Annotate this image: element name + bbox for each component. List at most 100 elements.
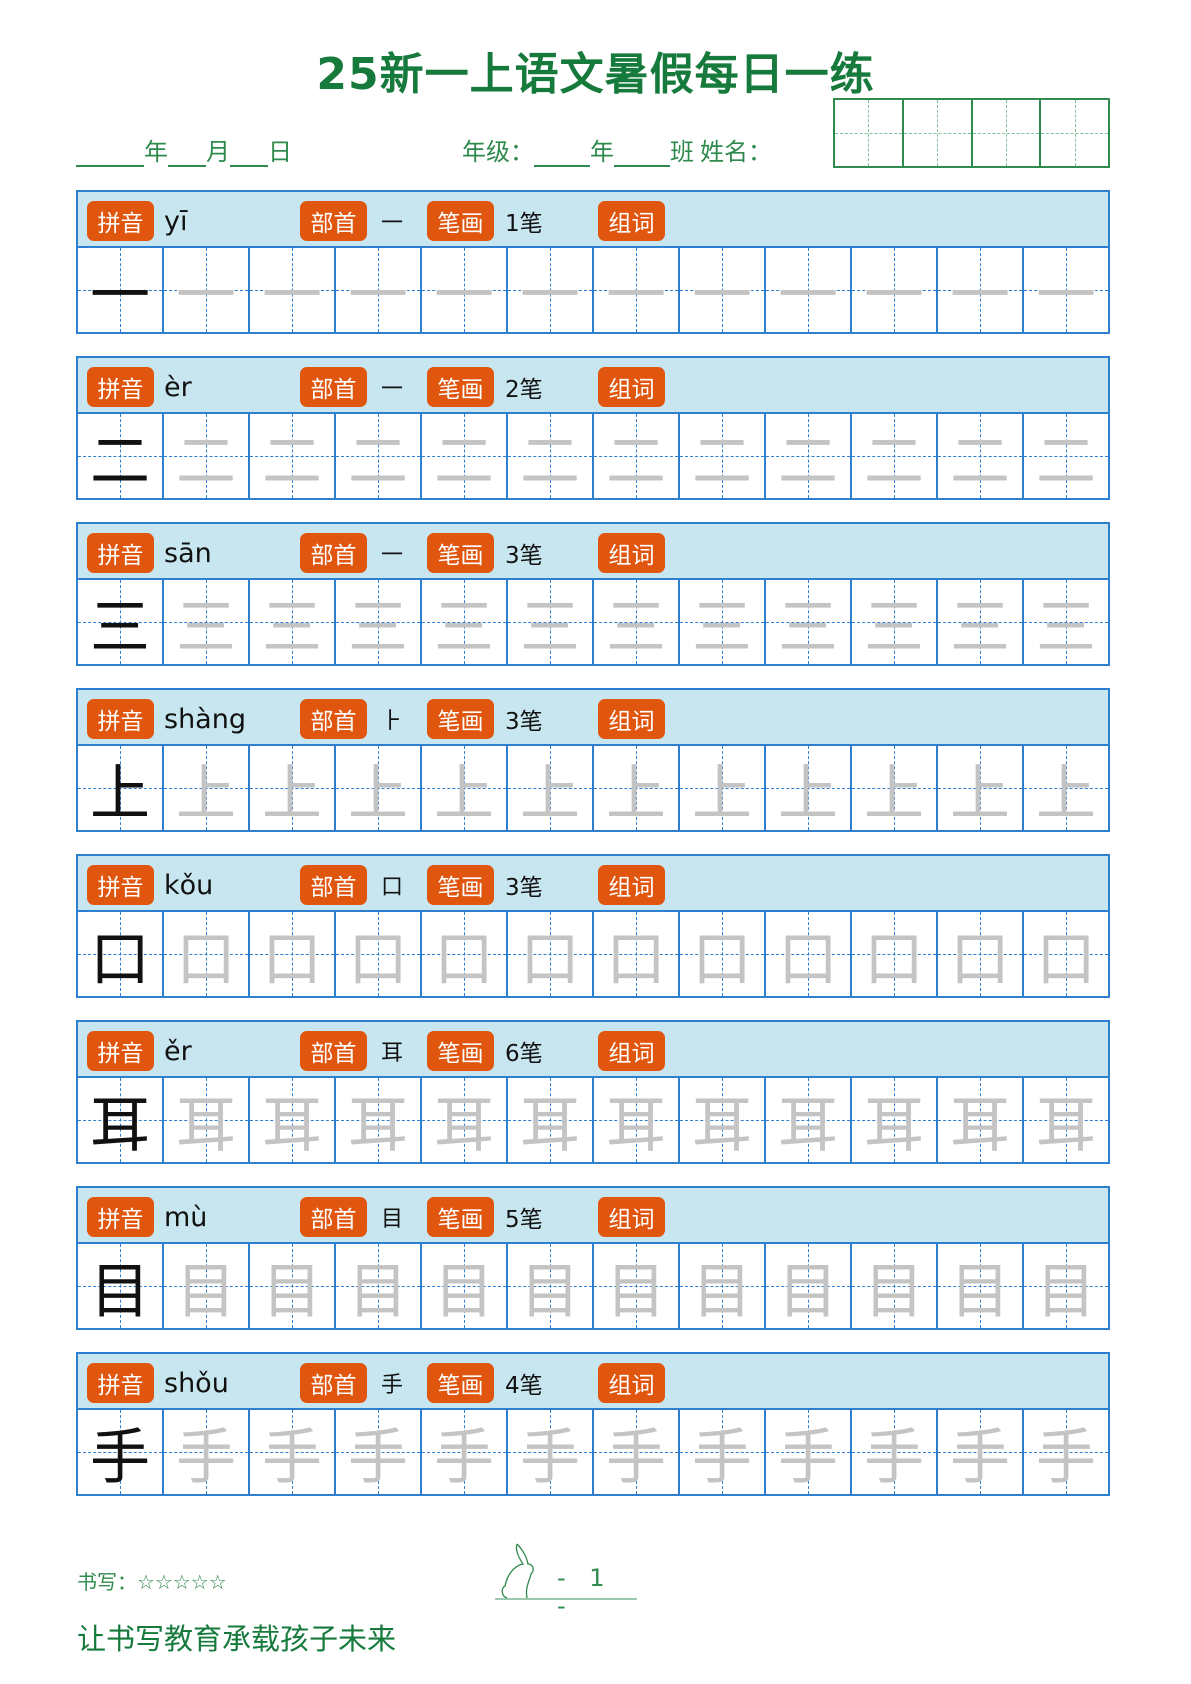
trace-character-cell[interactable]: 手 xyxy=(938,1410,1024,1494)
trace-character-cell[interactable]: 目 xyxy=(766,1244,852,1328)
trace-character-cell[interactable]: 二 xyxy=(938,414,1024,498)
trace-character-cell[interactable]: 上 xyxy=(680,746,766,830)
grade-year-blank[interactable] xyxy=(534,139,590,167)
trace-character-cell[interactable]: 三 xyxy=(594,580,680,664)
trace-character-cell[interactable]: 手 xyxy=(594,1410,680,1494)
trace-character-cell[interactable]: 耳 xyxy=(766,1078,852,1162)
year-blank[interactable] xyxy=(76,139,144,167)
trace-character-cell[interactable]: 上 xyxy=(938,746,1024,830)
trace-character-cell[interactable]: 一 xyxy=(422,248,508,332)
trace-character-cell[interactable]: 口 xyxy=(766,912,852,996)
trace-character-cell[interactable]: 二 xyxy=(766,414,852,498)
trace-character-cell[interactable]: 目 xyxy=(250,1244,336,1328)
trace-character-cell[interactable]: 上 xyxy=(852,746,938,830)
words-badge[interactable]: 组词 xyxy=(598,699,665,739)
words-badge[interactable]: 组词 xyxy=(598,1197,665,1237)
trace-character-cell[interactable]: 手 xyxy=(250,1410,336,1494)
trace-character-cell[interactable]: 三 xyxy=(852,580,938,664)
trace-character-cell[interactable]: 一 xyxy=(336,248,422,332)
trace-character-cell[interactable]: 上 xyxy=(508,746,594,830)
trace-character-cell[interactable]: 目 xyxy=(422,1244,508,1328)
trace-character-cell[interactable]: 耳 xyxy=(336,1078,422,1162)
trace-character-cell[interactable]: 上 xyxy=(1024,746,1108,830)
trace-character-cell[interactable]: 耳 xyxy=(508,1078,594,1162)
trace-character-cell[interactable]: 手 xyxy=(680,1410,766,1494)
trace-character-cell[interactable]: 三 xyxy=(164,580,250,664)
trace-character-cell[interactable]: 一 xyxy=(938,248,1024,332)
trace-character-cell[interactable]: 口 xyxy=(164,912,250,996)
trace-character-cell[interactable]: 口 xyxy=(680,912,766,996)
trace-character-cell[interactable]: 二 xyxy=(336,414,422,498)
trace-character-cell[interactable]: 手 xyxy=(852,1410,938,1494)
words-badge[interactable]: 组词 xyxy=(598,1031,665,1071)
trace-character-cell[interactable]: 二 xyxy=(594,414,680,498)
trace-character-cell[interactable]: 手 xyxy=(766,1410,852,1494)
trace-character-cell[interactable]: 二 xyxy=(164,414,250,498)
trace-character-cell[interactable]: 一 xyxy=(250,248,336,332)
trace-character-cell[interactable]: 口 xyxy=(852,912,938,996)
trace-character-cell[interactable]: 口 xyxy=(250,912,336,996)
trace-character-cell[interactable]: 一 xyxy=(508,248,594,332)
trace-character-cell[interactable]: 手 xyxy=(1024,1410,1108,1494)
trace-character-cell[interactable]: 目 xyxy=(508,1244,594,1328)
words-badge[interactable]: 组词 xyxy=(598,201,665,241)
trace-character-cell[interactable]: 三 xyxy=(250,580,336,664)
trace-character-cell[interactable]: 上 xyxy=(250,746,336,830)
trace-character-cell[interactable]: 二 xyxy=(852,414,938,498)
trace-character-cell[interactable]: 上 xyxy=(766,746,852,830)
trace-character-cell[interactable]: 目 xyxy=(336,1244,422,1328)
trace-character-cell[interactable]: 耳 xyxy=(250,1078,336,1162)
trace-character-cell[interactable]: 上 xyxy=(164,746,250,830)
trace-character-cell[interactable]: 目 xyxy=(680,1244,766,1328)
trace-character-cell[interactable]: 耳 xyxy=(1024,1078,1108,1162)
day-blank[interactable] xyxy=(230,139,268,167)
trace-character-cell[interactable]: 目 xyxy=(938,1244,1024,1328)
trace-character-cell[interactable]: 上 xyxy=(422,746,508,830)
trace-character-cell[interactable]: 耳 xyxy=(852,1078,938,1162)
trace-character-cell[interactable]: 手 xyxy=(422,1410,508,1494)
trace-character-cell[interactable]: 口 xyxy=(594,912,680,996)
words-badge[interactable]: 组词 xyxy=(598,1363,665,1403)
trace-character-cell[interactable]: 二 xyxy=(250,414,336,498)
trace-character-cell[interactable]: 三 xyxy=(336,580,422,664)
trace-character-cell[interactable]: 二 xyxy=(680,414,766,498)
trace-character-cell[interactable]: 口 xyxy=(938,912,1024,996)
trace-character-cell[interactable]: 耳 xyxy=(422,1078,508,1162)
trace-character-cell[interactable]: 上 xyxy=(336,746,422,830)
trace-character-cell[interactable]: 目 xyxy=(164,1244,250,1328)
trace-character-cell[interactable]: 一 xyxy=(594,248,680,332)
trace-character-cell[interactable]: 口 xyxy=(336,912,422,996)
class-blank[interactable] xyxy=(614,139,670,167)
trace-character-cell[interactable]: 三 xyxy=(766,580,852,664)
trace-character-cell[interactable]: 一 xyxy=(680,248,766,332)
words-badge[interactable]: 组词 xyxy=(598,865,665,905)
rating-stars[interactable]: ☆☆☆☆☆ xyxy=(137,1570,227,1594)
name-writing-box[interactable] xyxy=(833,98,1110,168)
trace-character-cell[interactable]: 一 xyxy=(766,248,852,332)
trace-character-cell[interactable]: 目 xyxy=(594,1244,680,1328)
trace-character-cell[interactable]: 一 xyxy=(1024,248,1108,332)
trace-character-cell[interactable]: 目 xyxy=(1024,1244,1108,1328)
trace-character-cell[interactable]: 耳 xyxy=(938,1078,1024,1162)
trace-character-cell[interactable]: 一 xyxy=(852,248,938,332)
words-badge[interactable]: 组词 xyxy=(598,533,665,573)
month-blank[interactable] xyxy=(168,139,206,167)
trace-character-cell[interactable]: 二 xyxy=(1024,414,1108,498)
trace-character-cell[interactable]: 手 xyxy=(164,1410,250,1494)
trace-character-cell[interactable]: 目 xyxy=(852,1244,938,1328)
trace-character-cell[interactable]: 二 xyxy=(422,414,508,498)
trace-character-cell[interactable]: 三 xyxy=(938,580,1024,664)
trace-character-cell[interactable]: 口 xyxy=(422,912,508,996)
trace-character-cell[interactable]: 手 xyxy=(336,1410,422,1494)
trace-character-cell[interactable]: 耳 xyxy=(680,1078,766,1162)
trace-character-cell[interactable]: 三 xyxy=(422,580,508,664)
trace-character-cell[interactable]: 手 xyxy=(508,1410,594,1494)
trace-character-cell[interactable]: 一 xyxy=(164,248,250,332)
trace-character-cell[interactable]: 三 xyxy=(680,580,766,664)
trace-character-cell[interactable]: 三 xyxy=(1024,580,1108,664)
words-badge[interactable]: 组词 xyxy=(598,367,665,407)
trace-character-cell[interactable]: 耳 xyxy=(164,1078,250,1162)
trace-character-cell[interactable]: 口 xyxy=(508,912,594,996)
trace-character-cell[interactable]: 上 xyxy=(594,746,680,830)
trace-character-cell[interactable]: 口 xyxy=(1024,912,1108,996)
